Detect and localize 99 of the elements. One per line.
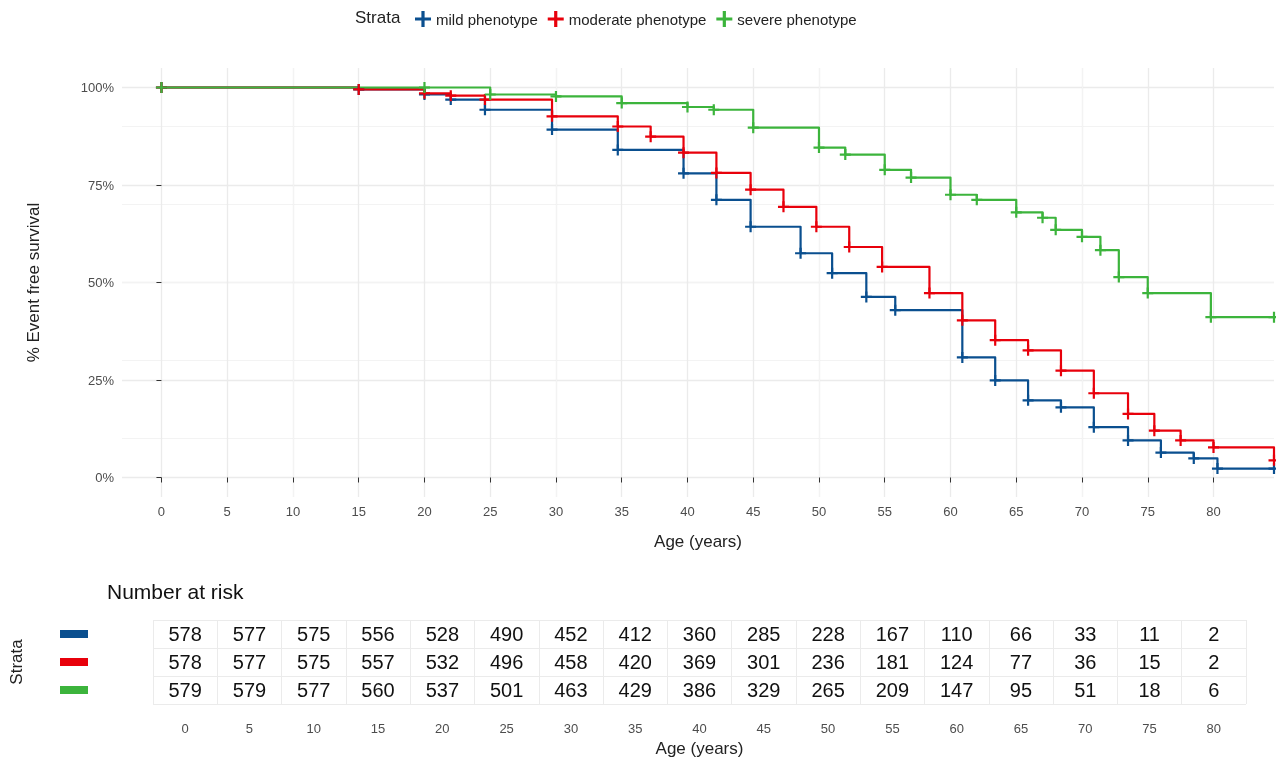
y-tick-label: 25%	[87, 372, 115, 388]
x-tick-label: 70	[1078, 721, 1093, 736]
x-tick-label: 5	[245, 721, 254, 736]
data-label: 285	[747, 623, 781, 645]
data-label: 236	[811, 651, 845, 673]
data-label: 578	[168, 651, 202, 673]
data-label: 209	[875, 679, 910, 701]
data-label: 556	[361, 623, 395, 645]
data-label: 578	[168, 623, 202, 645]
x-tick-label: 50	[811, 504, 827, 519]
data-label: 369	[682, 651, 717, 673]
data-label: 386	[682, 679, 717, 701]
y-axis-title: Strata	[7, 638, 26, 685]
legend-label: severe phenotype	[737, 10, 857, 28]
data-label: 579	[232, 679, 267, 701]
data-label: 577	[232, 651, 267, 673]
data-label: 95	[1009, 679, 1033, 701]
data-label: 181	[875, 651, 910, 673]
x-tick-label: 75	[1140, 504, 1155, 519]
x-tick-label: 30	[548, 504, 564, 519]
data-label: 420	[618, 651, 652, 673]
x-tick-label: 70	[1074, 504, 1090, 519]
data-label: 124	[939, 651, 974, 673]
x-tick-label: 40	[680, 504, 695, 519]
x-tick-label: 0	[157, 504, 166, 519]
data-label: 496	[489, 651, 524, 673]
data-label: 11	[1139, 623, 1160, 645]
data-label: 490	[489, 623, 524, 645]
data-label: 452	[554, 623, 588, 645]
data-label: 51	[1074, 679, 1097, 701]
data-label: 360	[682, 623, 717, 645]
data-label: 66	[1009, 623, 1033, 645]
data-label: 575	[297, 623, 331, 645]
x-tick-label: 35	[614, 504, 629, 519]
data-label: 537	[425, 679, 460, 701]
y-tick-label: 75%	[87, 177, 115, 193]
y-tick-label: 50%	[87, 275, 115, 290]
data-label: 579	[168, 679, 202, 701]
data-label: 18	[1138, 679, 1161, 701]
x-tick-label: 60	[949, 721, 964, 736]
x-tick-label: 55	[877, 504, 892, 519]
x-tick-label: 60	[943, 504, 958, 519]
x-tick-label: 45	[746, 504, 761, 519]
data-label: 265	[811, 679, 845, 701]
x-tick-label: 20	[435, 721, 450, 736]
x-tick-label: 30	[563, 721, 579, 736]
x-tick-label: 10	[306, 721, 321, 736]
x-tick-label: 15	[370, 721, 386, 736]
x-tick-label: 25	[499, 721, 514, 736]
y-tick-label: 100%	[80, 80, 115, 95]
x-tick-label: 35	[627, 721, 643, 736]
data-label: 429	[618, 679, 652, 701]
x-tick-label: 65	[1009, 504, 1024, 519]
data-label: 528	[425, 623, 460, 645]
data-label: 33	[1074, 623, 1097, 645]
data-label: 532	[425, 651, 460, 673]
x-tick-label: 25	[482, 504, 498, 519]
x-tick-label: 65	[1013, 721, 1029, 736]
data-label: 6	[1208, 679, 1220, 701]
x-tick-label: 20	[417, 504, 432, 519]
x-tick-label: 75	[1142, 721, 1157, 736]
data-label: 15	[1138, 651, 1161, 673]
legend-label: moderate phenotype	[568, 10, 707, 28]
data-label: 228	[811, 623, 845, 645]
data-label: 575	[297, 651, 331, 673]
data-label: 147	[939, 679, 974, 701]
data-label: 463	[554, 679, 588, 701]
data-label: 167	[875, 623, 910, 645]
x-tick-label: 0	[181, 721, 189, 736]
x-tick-label: 40	[692, 721, 707, 736]
legend-title: Strata	[355, 8, 401, 27]
data-label: 2	[1208, 651, 1220, 673]
data-label: 501	[489, 679, 524, 701]
x-tick-label: 15	[351, 504, 366, 519]
y-tick-label: 0%	[95, 470, 115, 485]
data-label: 329	[747, 679, 781, 701]
chart-title: Number at risk	[107, 580, 245, 603]
data-label: 458	[554, 651, 588, 673]
x-tick-label: 45	[756, 721, 772, 736]
data-label: 557	[361, 651, 395, 673]
x-tick-label: 10	[285, 504, 301, 519]
data-label: 77	[1009, 651, 1033, 673]
data-label: 110	[940, 623, 973, 645]
data-label: 36	[1074, 651, 1097, 673]
data-label: 577	[297, 679, 331, 701]
data-label: 2	[1208, 623, 1220, 645]
legend-label: mild phenotype	[436, 10, 538, 28]
x-tick-label: 55	[885, 721, 900, 736]
data-label: 412	[618, 623, 652, 645]
x-tick-label: 80	[1206, 504, 1221, 519]
y-axis-title: % Event free survival	[24, 202, 43, 363]
x-tick-label: 50	[820, 721, 836, 736]
data-label: 560	[361, 679, 395, 701]
x-tick-label: 5	[223, 504, 231, 519]
data-label: 301	[747, 651, 781, 673]
data-label: 577	[232, 623, 267, 645]
x-tick-label: 80	[1206, 721, 1222, 736]
x-axis-title: Age (years)	[654, 532, 742, 551]
x-axis-title: Age (years)	[655, 739, 744, 758]
